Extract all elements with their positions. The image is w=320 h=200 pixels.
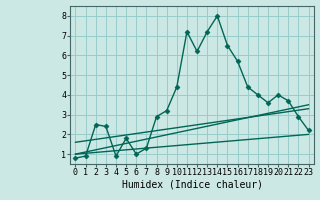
X-axis label: Humidex (Indice chaleur): Humidex (Indice chaleur)	[122, 180, 262, 190]
